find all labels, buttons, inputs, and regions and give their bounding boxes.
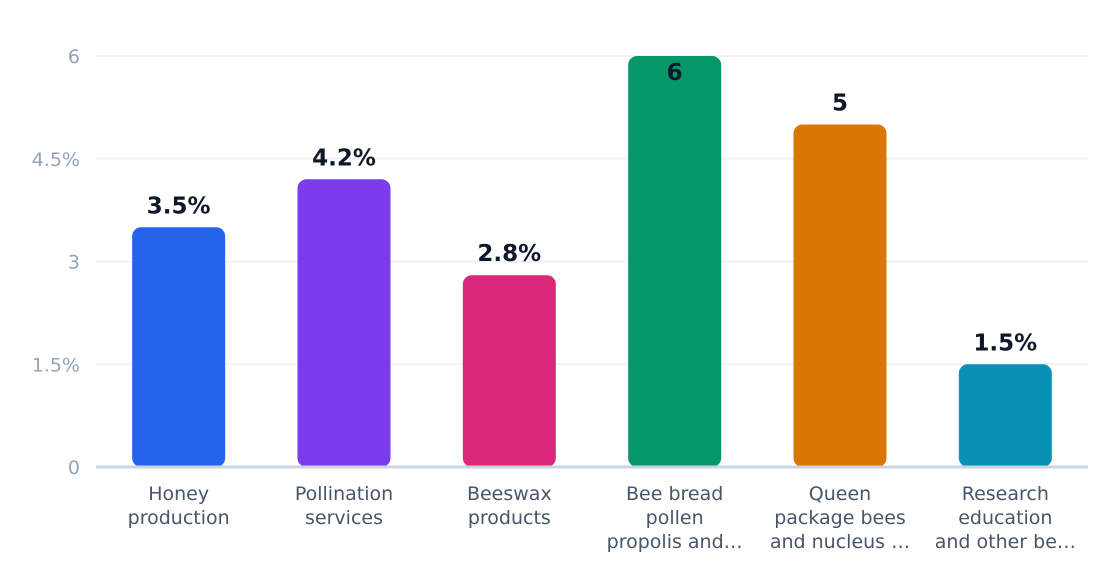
data-label: 3.5% [147, 193, 211, 219]
data-label: 1.5% [973, 330, 1037, 356]
y-tick-label: 1.5% [32, 354, 80, 376]
bar [462, 275, 556, 467]
y-axis-ticks: 0 1.5% 3 4.5% 6 [32, 46, 80, 479]
data-labels: 3.5% 4.2% 2.8% 6 5 1.5% [147, 60, 1037, 356]
category-label: Beeswax products [467, 483, 552, 529]
bar [628, 56, 722, 467]
bar [132, 227, 226, 467]
category-label: Research education and other be… [935, 483, 1076, 553]
y-tick-label: 4.5% [32, 149, 80, 171]
bar [793, 124, 887, 467]
y-tick-label: 0 [68, 457, 80, 479]
x-axis-categories: Honey production Pollination services Beeswa… [128, 483, 1076, 553]
bar [958, 364, 1052, 467]
data-label: 4.2% [312, 145, 376, 171]
y-tick-label: 6 [68, 46, 80, 68]
category-label: Honey production [128, 483, 230, 529]
data-label: 5 [832, 91, 848, 117]
category-label: Queen package bees and nucleus … [770, 483, 910, 553]
data-label: 6 [667, 60, 683, 86]
bar [297, 179, 391, 468]
gridlines [96, 55, 1088, 366]
bars [132, 56, 1052, 468]
y-tick-label: 3 [68, 252, 80, 274]
category-label: Bee bread pollen propolis and… [607, 483, 743, 553]
category-label: Pollination services [295, 483, 393, 529]
data-label: 2.8% [477, 241, 541, 267]
